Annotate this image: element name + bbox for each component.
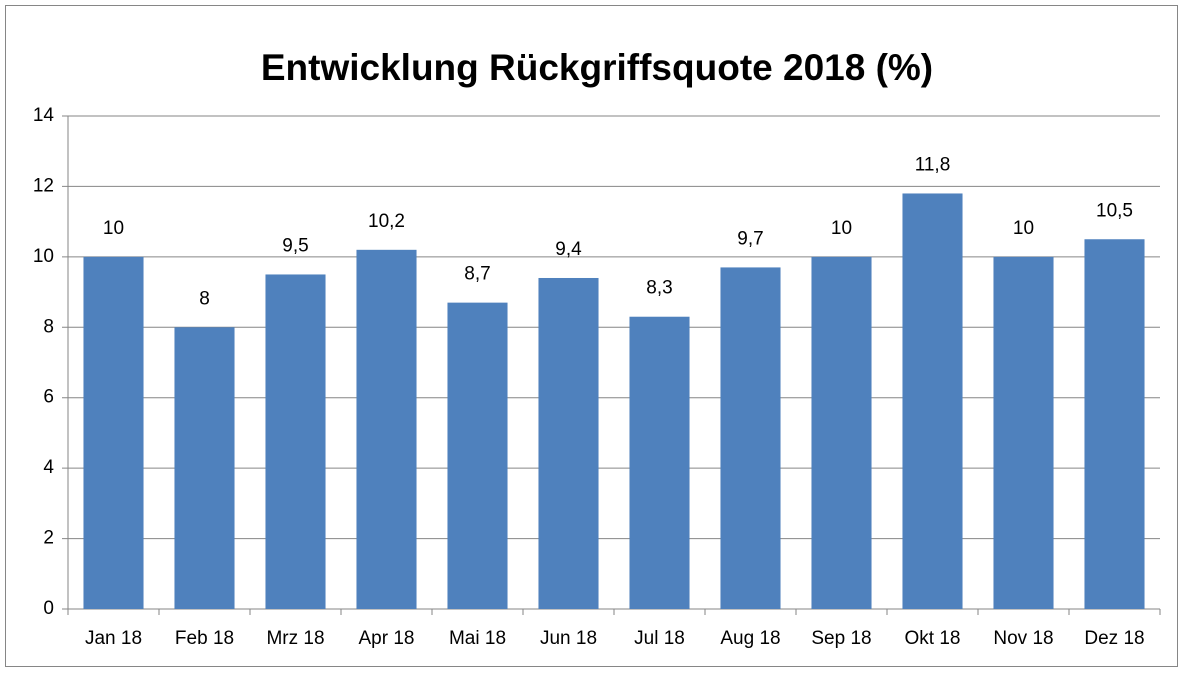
x-tick-label: Feb 18 [175, 628, 234, 649]
x-tick-label: Sep 18 [811, 628, 871, 649]
data-label: 8,3 [646, 278, 672, 299]
data-label: 10 [831, 218, 852, 239]
x-tick-label: Nov 18 [993, 628, 1053, 649]
x-tick-label: Dez 18 [1084, 628, 1144, 649]
chart-title: Entwicklung Rückgriffsquote 2018 (%) [261, 47, 933, 88]
y-tick-label: 0 [43, 598, 54, 619]
y-tick-label: 2 [43, 528, 54, 549]
bar [447, 302, 508, 609]
y-tick-label: 14 [33, 105, 55, 126]
y-tick-label: 10 [33, 246, 54, 267]
y-tick-label: 6 [43, 387, 54, 408]
bar [902, 193, 963, 609]
x-tick-label: Jul 18 [634, 628, 685, 649]
bar [720, 267, 781, 609]
bar [83, 256, 144, 609]
x-tick-label: Jan 18 [85, 628, 142, 649]
bar [265, 274, 326, 609]
data-label: 8 [199, 288, 210, 309]
data-label: 9,7 [737, 228, 763, 249]
data-label: 10 [103, 218, 124, 239]
data-label: 8,7 [464, 264, 490, 285]
data-label: 10 [1013, 218, 1034, 239]
x-tick-label: Apr 18 [359, 628, 415, 649]
x-tick-label: Mai 18 [449, 628, 506, 649]
bar [629, 316, 690, 609]
x-tick-label: Jun 18 [540, 628, 597, 649]
bar [1084, 239, 1145, 609]
y-tick-label: 12 [33, 175, 54, 196]
data-label: 10,5 [1096, 200, 1133, 221]
x-tick-label: Okt 18 [905, 628, 961, 649]
y-tick-label: 8 [43, 316, 54, 337]
bar [993, 256, 1054, 609]
data-label: 9,5 [282, 235, 308, 256]
data-label: 9,4 [555, 239, 582, 260]
bar [174, 327, 235, 609]
bar [356, 249, 417, 610]
x-tick-label: Aug 18 [720, 628, 780, 649]
bar [811, 256, 872, 609]
x-tick-label: Mrz 18 [266, 628, 324, 649]
y-tick-label: 4 [43, 457, 54, 478]
bar [538, 277, 599, 609]
data-label: 11,8 [915, 154, 951, 175]
data-label: 10,2 [368, 211, 405, 232]
